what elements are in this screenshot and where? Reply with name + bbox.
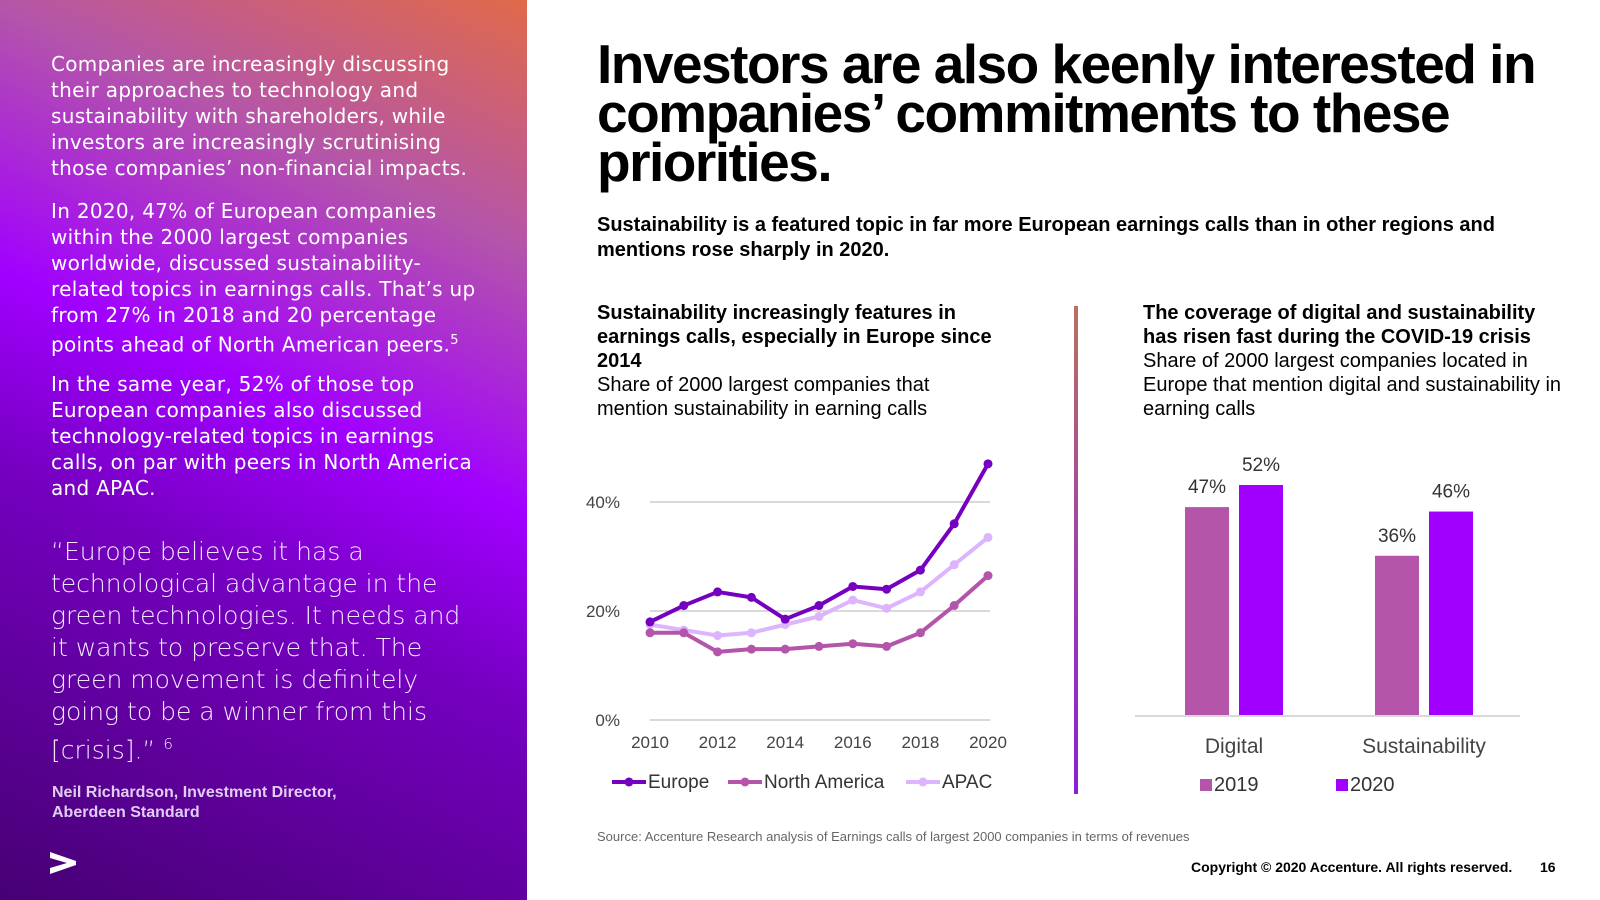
line-chart-subtitle: Share of 2000 largest companies that men… [597,374,930,420]
data-point [848,581,858,591]
data-point [848,639,858,649]
bar-digital-2019 [1185,507,1229,715]
data-point [915,587,925,597]
data-point [746,592,756,602]
data-label: 47% [1188,477,1226,498]
x-tick-label: 2012 [699,733,737,752]
bar-digital-2020 [1239,485,1283,715]
page-number: 16 [1540,859,1556,875]
data-point [746,628,756,638]
data-point [645,617,655,627]
bar-sustainability-2019 [1375,555,1419,715]
x-tick-label: 2014 [766,733,804,752]
data-point [713,587,723,597]
legend-swatch [1200,779,1212,791]
data-point [983,532,993,542]
data-point [713,647,723,657]
data-point [713,631,723,641]
legend-marker [740,777,750,787]
quote-attribution: Neil Richardson, Investment Director, Abe… [52,783,337,823]
data-point [949,560,959,570]
data-point [814,611,824,621]
legend-label: APAC [942,772,992,793]
data-point [949,519,959,529]
legend-label: Europe [648,772,709,793]
intro-paragraph: Companies are increasingly discussing th… [51,52,468,180]
data-point [746,644,756,654]
data-point [915,628,925,638]
data-point [949,601,959,611]
footnote-marker: 5 [450,333,459,348]
data-label: 46% [1432,482,1470,503]
line-chart: 0% 20% 40% 2010 2012 2014 2016 2018 2020 Europe No… [586,459,1007,793]
left-panel: Companies are increasingly discussing th… [0,0,527,900]
legend-marker [624,777,634,787]
data-point [882,641,892,651]
data-point [882,603,892,613]
data-point [983,571,993,581]
copyright: Copyright © 2020 Accenture. All rights r… [1191,859,1513,875]
legend-swatch [1336,779,1348,791]
page-subtitle: Sustainability is a featured topic in fa… [597,214,1495,261]
data-point [780,614,790,624]
legend-label: North America [764,772,885,793]
category-label: Digital [1205,735,1263,758]
legend-marker [918,777,928,787]
line-chart-title: Sustainability increasingly features in … [597,302,992,372]
chart-divider [1074,306,1078,794]
attribution-name: Neil Richardson, Investment Director, [52,784,337,801]
data-label: 36% [1378,526,1416,547]
bar-chart-subtitle: Share of 2000 largest companies located … [1143,350,1562,420]
x-tick-label: 2016 [834,733,872,752]
source-note: Source: Accenture Research analysis of E… [597,829,1190,844]
x-tick-label: 2010 [631,733,669,752]
stats-paragraph: In 2020, 47% of European companies withi… [51,198,491,358]
tech-paragraph: In the same year, 52% of those top Europ… [51,372,473,500]
legend-label: 2020 [1350,774,1395,796]
attribution-company: Aberdeen Standard [52,804,200,821]
page-title: Investors are also keenly interested in … [597,33,1537,193]
series-line-europe [649,462,990,624]
stats-paragraph-text: In 2020, 47% of European companies withi… [51,199,476,357]
data-point [679,601,689,611]
data-point [679,628,689,638]
data-point [882,584,892,594]
bar-chart: 47% 52% Digital 36% 46% Sustainability 2019 202… [1135,455,1520,796]
data-point [983,459,993,469]
y-tick-label: 0% [595,711,620,730]
x-tick-label: 2018 [901,733,939,752]
data-label: 52% [1242,455,1280,476]
data-point [645,628,655,638]
pull-quote-text: “Europe believes it has a technological … [51,537,461,765]
accenture-arrow-icon [50,852,76,879]
data-point [780,644,790,654]
y-tick-label: 40% [586,493,620,512]
data-point [814,641,824,651]
bar-sustainability-2020 [1429,511,1473,715]
x-tick-label: 2020 [969,733,1007,752]
legend-label: 2019 [1214,774,1259,796]
data-point [814,601,824,611]
quote-footnote-marker: 6 [163,735,173,753]
category-label: Sustainability [1362,735,1486,758]
pull-quote: “Europe believes it has a technological … [51,536,481,766]
bar-chart-title: The coverage of digital and sustainabili… [1143,302,1536,348]
y-tick-label: 20% [586,602,620,621]
data-point [915,565,925,575]
data-point [848,595,858,605]
